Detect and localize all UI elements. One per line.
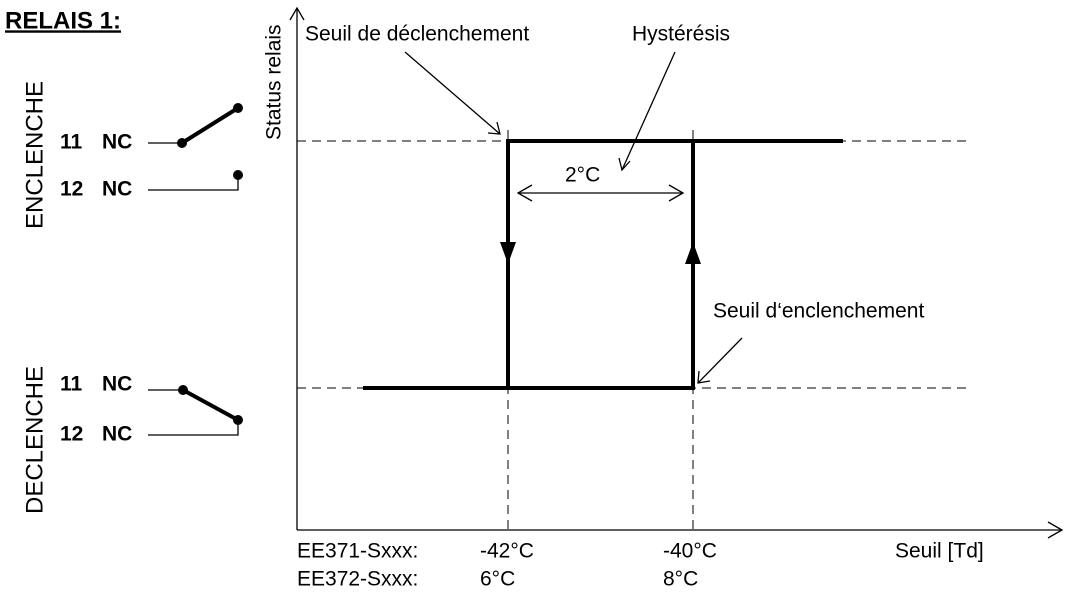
model: EE371-Sxxx: xyxy=(297,540,418,563)
threshold: -40°C xyxy=(663,540,717,563)
terminal-type: NC xyxy=(102,423,132,446)
terminal-number: 12 xyxy=(60,178,83,201)
terminal-number: 11 xyxy=(60,131,83,154)
pointer xyxy=(404,51,501,135)
hysteresis-loop xyxy=(363,139,843,390)
terminal-type: NC xyxy=(102,178,132,201)
guides xyxy=(297,130,972,530)
state-label: ENCLENCHE xyxy=(21,81,48,229)
pointer xyxy=(697,337,743,384)
width-arrow xyxy=(516,184,685,202)
hysteresis-value: 2°C xyxy=(565,164,600,187)
switch-open xyxy=(148,385,243,436)
terminal-type: NC xyxy=(102,373,132,396)
threshold: 6°C xyxy=(480,568,515,591)
threshold: -42°C xyxy=(480,540,534,563)
y-axis-label: Status relais xyxy=(263,24,286,140)
pointer xyxy=(618,51,676,172)
terminal-number: 12 xyxy=(60,423,83,446)
x-axis-label: Seuil [Td] xyxy=(895,540,984,563)
switch-closed xyxy=(148,103,243,191)
terminal-type: NC xyxy=(102,131,132,154)
model: EE372-Sxxx: xyxy=(297,568,418,591)
threshold: 8°C xyxy=(663,568,698,591)
title: RELAIS 1: xyxy=(5,7,121,34)
terminal-number: 11 xyxy=(60,373,83,396)
state-label: DECLENCHE xyxy=(21,366,48,514)
axes xyxy=(289,6,1064,539)
annotation: Hystérésis xyxy=(632,23,730,46)
annotation: Seuil de déclenchement xyxy=(305,23,529,46)
annotation: Seuil d‘enclenchement xyxy=(713,300,924,323)
